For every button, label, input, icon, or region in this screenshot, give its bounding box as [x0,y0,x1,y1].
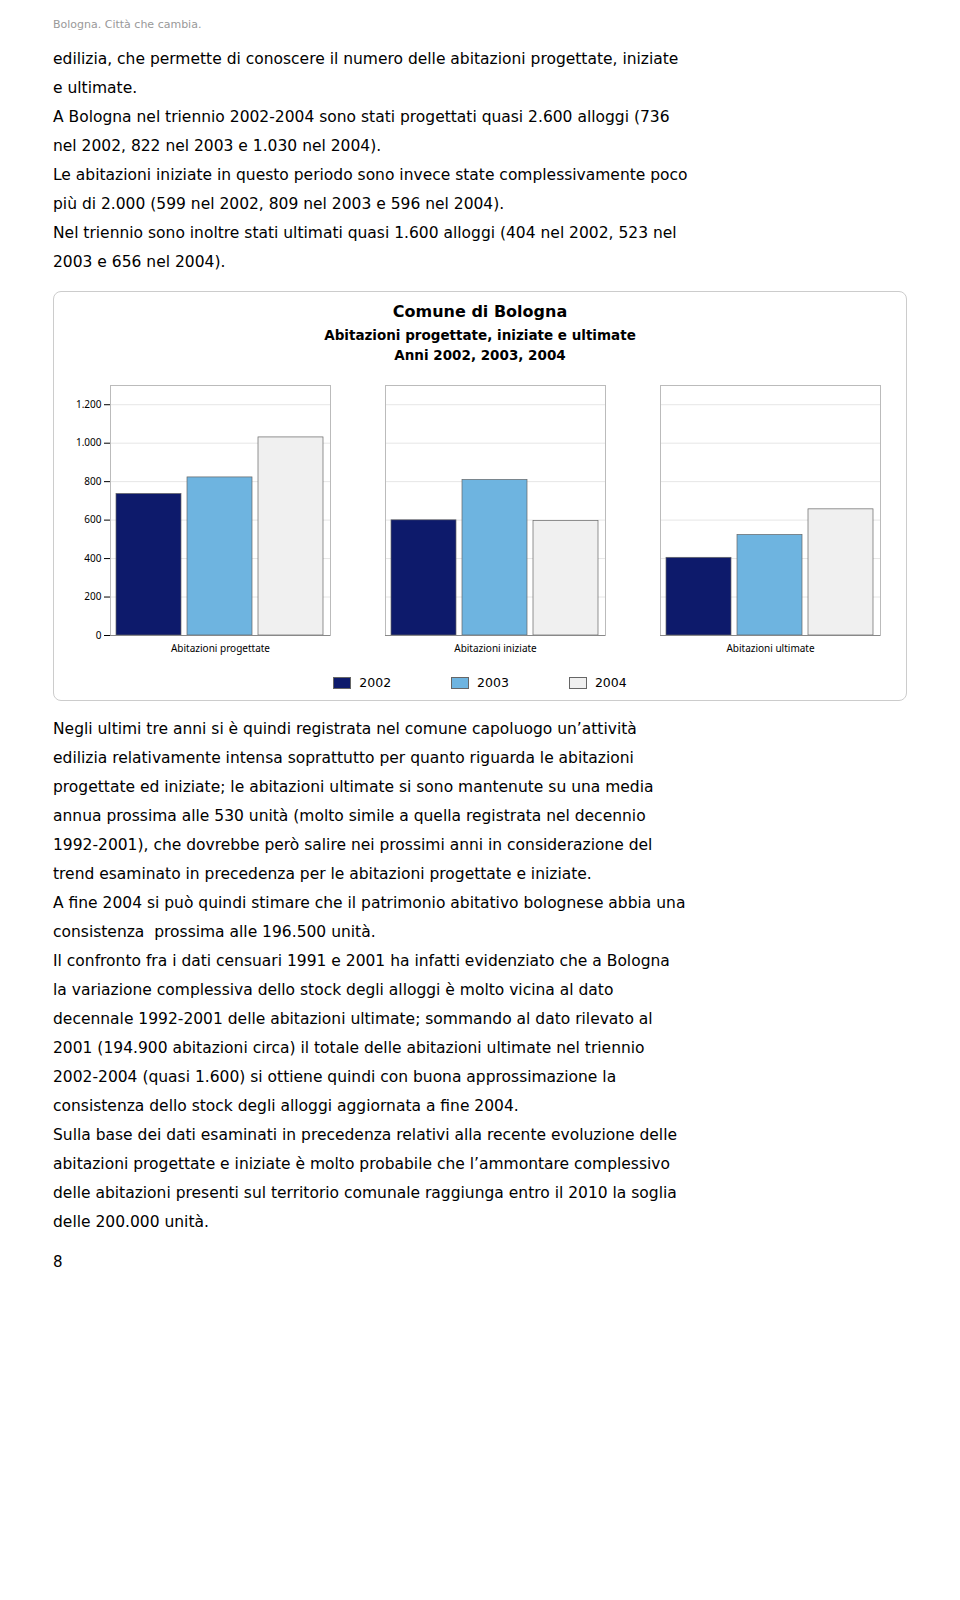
html-text:progettate ed iniziate; le abi: progettate ed iniziate; le abitazioni ul… [53,778,654,796]
html-text:edilizia, che permette di cono: edilizia, che permette di conoscere il n… [53,50,679,68]
html-text:Il confronto fra i dati censua: Il confronto fra i dati censuari 1991 e … [53,952,670,970]
html-text:Anni 2002, 2003, 2004: Anni 2002, 2003, 2004 [394,347,566,363]
svg-text:Abitazioni ultimate: Abitazioni ultimate [726,641,815,655]
html-text:Le abitazioni iniziate in ques: Le abitazioni iniziate in questo periodo… [53,166,688,184]
html-text:nel 2002, 822 nel 2003 e 1.030: nel 2002, 822 nel 2003 e 1.030 nel 2004)… [53,137,382,155]
svg-text:1.000: 1.000 [76,435,102,449]
html-text:abitazioni progettate e inizia: abitazioni progettate e iniziate è molto… [53,1155,670,1173]
html-text:A Bologna nel triennio 2002-20: A Bologna nel triennio 2002-2004 sono st… [53,108,670,126]
html-text:A fine 2004 si può quindi stim: A fine 2004 si può quindi stimare che il… [53,894,686,912]
html-text:Negli ultimi tre anni si è qui: Negli ultimi tre anni si è quindi regist… [53,720,637,738]
html-text:delle 200.000 unità.: delle 200.000 unità. [53,1213,209,1231]
html-text:annua prossima alle 530 unità: annua prossima alle 530 unità (molto sim… [53,807,646,825]
html-text:2002-2004 (quasi 1.600) si ott: 2002-2004 (quasi 1.600) si ottiene quind… [53,1068,617,1086]
html-text:2004: 2004 [594,675,627,690]
svg-text:600: 600 [84,512,101,526]
svg-text:Abitazioni iniziate: Abitazioni iniziate [454,641,537,655]
svg-text:400: 400 [84,551,101,565]
html-text:e ultimate.: e ultimate. [53,79,138,97]
html-text:Comune di Bologna: Comune di Bologna [392,302,568,321]
svg-text:1.200: 1.200 [76,397,102,411]
svg-text:Abitazioni progettate: Abitazioni progettate [171,641,270,655]
html-text:8: 8 [53,1253,63,1271]
html-text:Abitazioni progettate, iniziat: Abitazioni progettate, iniziate e ultima… [324,327,636,343]
svg-text:0: 0 [96,628,102,642]
html-text:la variazione complessiva dell: la variazione complessiva dello stock de… [53,981,614,999]
html-text:Bologna. Città che cambia.: Bologna. Città che cambia. [53,18,202,31]
html-text:più di 2.000 (599 nel 2002, 80: più di 2.000 (599 nel 2002, 809 nel 2003… [53,195,505,213]
html-text:2003: 2003 [477,675,509,690]
svg-text:800: 800 [84,474,101,488]
html-text:Sulla base dei dati esaminati: Sulla base dei dati esaminati in precede… [53,1126,677,1144]
html-text:2001 (194.900 abitazioni circa: 2001 (194.900 abitazioni circa) il total… [53,1039,645,1057]
html-text:2003 e 656 nel 2004).: 2003 e 656 nel 2004). [53,253,226,271]
html-text:1992-2001), che dovrebbe però: 1992-2001), che dovrebbe però salire nei… [53,836,653,854]
html-text:2002: 2002 [359,675,392,690]
html-text:consistenza dello stock degli: consistenza dello stock degli alloggi ag… [53,1097,519,1115]
html-text:consistenza prossima alle 196.: consistenza prossima alle 196.500 unità. [53,923,376,941]
html-text:decennale 1992-2001 delle abit: decennale 1992-2001 delle abitazioni ult… [53,1010,653,1028]
html-text:Nel triennio sono inoltre stat: Nel triennio sono inoltre stati ultimati… [53,224,677,242]
svg-text:200: 200 [84,589,101,603]
html-text:delle abitazioni presenti sul: delle abitazioni presenti sul territorio… [53,1184,677,1202]
html-text:trend esaminato in precedenza: trend esaminato in precedenza per le abi… [53,865,592,883]
html-text:edilizia relativamente intensa: edilizia relativamente intensa soprattut… [53,749,634,767]
